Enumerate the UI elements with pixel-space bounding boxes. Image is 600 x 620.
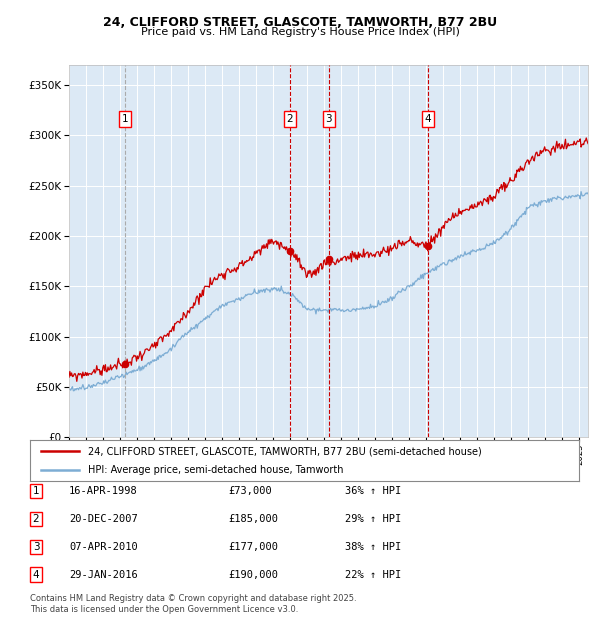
Text: £177,000: £177,000 <box>228 542 278 552</box>
Text: Contains HM Land Registry data © Crown copyright and database right 2025.: Contains HM Land Registry data © Crown c… <box>30 593 356 603</box>
Text: 38% ↑ HPI: 38% ↑ HPI <box>345 542 401 552</box>
Text: 3: 3 <box>326 114 332 124</box>
Text: 1: 1 <box>32 486 40 496</box>
Text: 29% ↑ HPI: 29% ↑ HPI <box>345 514 401 524</box>
Text: 4: 4 <box>424 114 431 124</box>
Text: 24, CLIFFORD STREET, GLASCOTE, TAMWORTH, B77 2BU (semi-detached house): 24, CLIFFORD STREET, GLASCOTE, TAMWORTH,… <box>88 446 481 456</box>
Text: 4: 4 <box>32 570 40 580</box>
Text: £190,000: £190,000 <box>228 570 278 580</box>
Text: 2: 2 <box>286 114 293 124</box>
Text: 36% ↑ HPI: 36% ↑ HPI <box>345 486 401 496</box>
Text: £73,000: £73,000 <box>228 486 272 496</box>
Text: £185,000: £185,000 <box>228 514 278 524</box>
Text: 07-APR-2010: 07-APR-2010 <box>69 542 138 552</box>
Text: 20-DEC-2007: 20-DEC-2007 <box>69 514 138 524</box>
Text: 29-JAN-2016: 29-JAN-2016 <box>69 570 138 580</box>
Text: HPI: Average price, semi-detached house, Tamworth: HPI: Average price, semi-detached house,… <box>88 464 343 475</box>
Text: Price paid vs. HM Land Registry's House Price Index (HPI): Price paid vs. HM Land Registry's House … <box>140 27 460 37</box>
Text: 24, CLIFFORD STREET, GLASCOTE, TAMWORTH, B77 2BU: 24, CLIFFORD STREET, GLASCOTE, TAMWORTH,… <box>103 16 497 29</box>
Text: 1: 1 <box>122 114 128 124</box>
Text: 16-APR-1998: 16-APR-1998 <box>69 486 138 496</box>
Text: 22% ↑ HPI: 22% ↑ HPI <box>345 570 401 580</box>
Text: 2: 2 <box>32 514 40 524</box>
Text: This data is licensed under the Open Government Licence v3.0.: This data is licensed under the Open Gov… <box>30 604 298 614</box>
Text: 3: 3 <box>32 542 40 552</box>
